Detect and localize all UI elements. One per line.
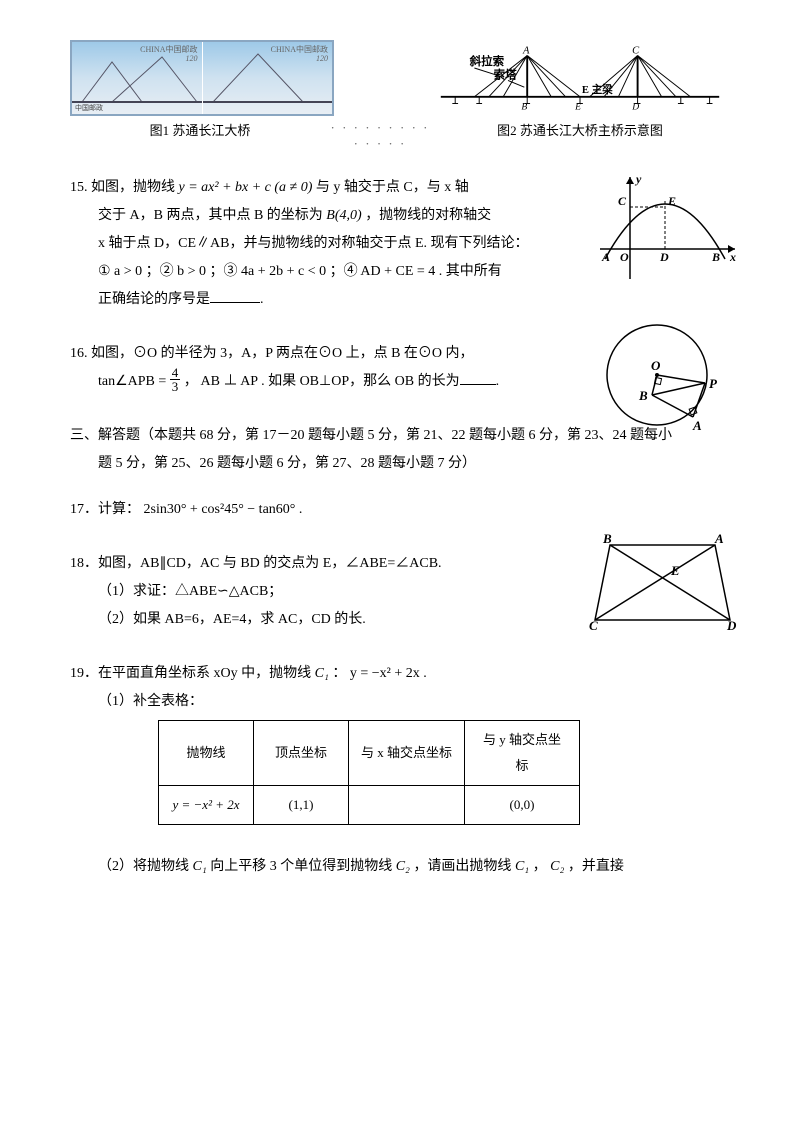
q19-s2e: ，请画出抛物线 [410, 859, 515, 874]
q17-num: 17． [70, 502, 98, 517]
q19-s2g: ， [529, 859, 550, 874]
label-zhuliang: E 主梁 [582, 83, 613, 96]
q15-blank [210, 288, 260, 303]
question-19: 19．在平面直角坐标系 xOy 中，抛物线 C₁ ： y = −x² + 2x … [70, 660, 730, 881]
q19-s2f: C₁ [515, 859, 529, 874]
q15-l2c: ，抛物线的对称轴交 [362, 208, 492, 223]
q15-l4: ① a > 0 ；② b > 0 ；③ 4a + 2b + c < 0 ；④ A… [98, 264, 502, 279]
q19-l1c: ： y = −x² + 2x . [329, 666, 427, 681]
q15-x: x [729, 250, 736, 264]
q16-num: 16. [70, 346, 88, 361]
th-4: 与 y 轴交点坐标 [465, 721, 580, 786]
q18-A: A [714, 531, 724, 546]
stamp-image: CHINA中国邮政 120 中国邮政 CHINA中国邮政 120 [70, 40, 334, 116]
q16-O: O [651, 358, 661, 373]
q15-num: 15. [70, 180, 88, 195]
q16-frac: 43 [170, 366, 181, 393]
label-xielasu: 斜拉索 [469, 54, 505, 68]
th-3: 与 x 轴交点坐标 [349, 721, 465, 786]
th-1: 抛物线 [159, 721, 254, 786]
q15-l3: x 轴于点 D，CE∥AB，并与抛物线的对称轴交于点 E. 现有下列结论： [98, 236, 529, 251]
q19-table: 抛物线 顶点坐标 与 x 轴交点坐标 与 y 轴交点坐标 y = −x² + 2… [158, 720, 580, 825]
label-suota: 索塔 [494, 68, 518, 82]
q16-l2b: ， AB ⊥ AP . 如果 OB⊥OP，那么 OB 的长为 [180, 374, 459, 389]
q15-O: O [620, 250, 629, 264]
label-D-bridge: D [631, 101, 639, 112]
question-18: B A C D E 18．如图，AB∥CD，AC 与 BD 的交点为 E，∠AB… [70, 550, 730, 634]
q15-l1a: 如图，抛物线 [91, 180, 179, 195]
q18-s1: （1）求证：△ABE∽△ACB； [98, 584, 282, 599]
q18-B: B [602, 531, 612, 546]
q15-diagram: A O D B x C E y [590, 169, 740, 289]
label-A: A [522, 46, 530, 57]
q18-E: E [670, 563, 680, 578]
figure-row: CHINA中国邮政 120 中国邮政 CHINA中国邮政 120 [70, 40, 730, 116]
td-4: (0,0) [465, 786, 580, 825]
q18-D: D [726, 618, 737, 633]
q19-s2b: C₁ [193, 859, 207, 874]
bridge-schematic: 斜拉索 索塔 E 主梁 A C B E D [430, 44, 730, 116]
td-1: y = −x² + 2x [159, 786, 254, 825]
q18-num: 18． [70, 556, 98, 571]
td-3 [349, 786, 465, 825]
td-2: (1,1) [254, 786, 349, 825]
stamp-bottom-text: 中国邮政 [75, 103, 103, 113]
q16-l1: 如图，⊙O 的半径为 3，A，P 两点在⊙O 上，点 B 在⊙O 内， [91, 346, 474, 361]
q15-eq1: y = ax² + bx + c (a ≠ 0) [179, 180, 313, 195]
q15-l2a: 交于 A，B 两点，其中点 B 的坐标为 [98, 208, 326, 223]
question-15: A O D B x C E y 15. 如图，抛物线 y = ax² + bx … [70, 174, 730, 314]
q18-diagram: B A C D E [585, 530, 740, 640]
q19-s2a: （2）将抛物线 [98, 859, 193, 874]
q15-y: y [634, 172, 642, 186]
q19-s2h: C₂ [550, 859, 564, 874]
q16-A: A [692, 418, 702, 433]
q15-C: C [618, 194, 627, 208]
q15-A: A [601, 250, 610, 264]
q18-s2: （2）如果 AB=6，AE=4，求 AC，CD 的长. [98, 612, 366, 627]
q15-l5: 正确结论的序号是 [98, 292, 210, 307]
caption-dots: · · · · · · · · · · · · · · [330, 120, 430, 152]
q16-B: B [638, 388, 648, 403]
q19-C1: C₁ [315, 666, 329, 681]
q18-C: C [589, 618, 598, 633]
q19-s1: （1）补全表格： [98, 694, 203, 709]
question-17: 17．计算： 2sin30° + cos²45° − tan60° . [70, 496, 730, 524]
q16-P: P [709, 376, 718, 391]
q15-Bpt: B(4,0) [326, 208, 361, 223]
label-B-bridge: B [521, 101, 527, 112]
q16-diagram: O P B A [595, 320, 740, 440]
q16-blank [460, 370, 496, 385]
q18-l1: 如图，AB∥CD，AC 与 BD 的交点为 E，∠ABE=∠ACB. [98, 556, 442, 571]
th-2: 顶点坐标 [254, 721, 349, 786]
sec3-l2: 题 5 分，第 25、26 题每小题 6 分，第 27、28 题每小题 7 分） [70, 450, 476, 478]
q15-E: E [667, 194, 676, 208]
q19-num: 19． [70, 666, 98, 681]
caption-1: 图1 苏通长江大桥 [70, 120, 330, 152]
q17-text: 计算： 2sin30° + cos²45° − tan60° . [98, 502, 302, 517]
q19-s2d: C₂ [396, 859, 410, 874]
q15-l1c: 与 y 轴交于点 C，与 x 轴 [312, 180, 468, 195]
caption-row: 图1 苏通长江大桥 · · · · · · · · · · · · · · 图2… [70, 120, 730, 152]
question-16: O P B A 16. 如图，⊙O 的半径为 3，A，P 两点在⊙O 上，点 B… [70, 340, 730, 396]
sec3-l1: 三、解答题（本题共 68 分，第 17－20 题每小题 5 分，第 21、22 … [70, 428, 672, 443]
caption-2: 图2 苏通长江大桥主桥示意图 [430, 120, 730, 152]
label-E-bridge: E [574, 101, 581, 112]
q16-l2a: tan∠APB = [98, 374, 170, 389]
label-C: C [632, 46, 640, 57]
q19-s2i: ，并直接 [564, 859, 624, 874]
q19-l1a: 在平面直角坐标系 xOy 中，抛物线 [98, 666, 315, 681]
q15-D: D [659, 250, 669, 264]
q19-s2c: 向上平移 3 个单位得到抛物线 [207, 859, 396, 874]
q15-B: B [711, 250, 720, 264]
bridge-photo-icon-2 [203, 42, 333, 114]
